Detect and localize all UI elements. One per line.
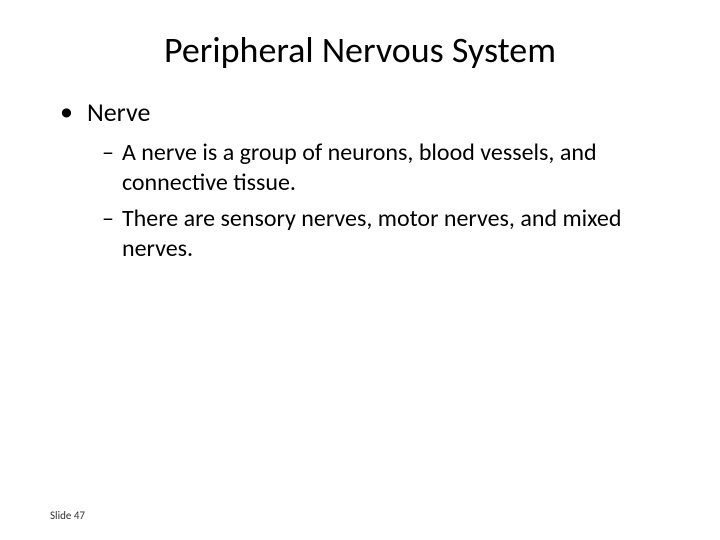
slide-number: Slide 47 (50, 509, 85, 522)
bullet-marker-l1: • (60, 96, 73, 127)
bullet-text-l1: Nerve (87, 96, 150, 128)
slide-container: Peripheral Nervous System • Nerve – A ne… (0, 0, 720, 540)
bullet-level-1: • Nerve (60, 96, 670, 128)
bullet-text-l2: There are sensory nerves, motor nerves, … (122, 204, 670, 264)
bullet-text-l2: A nerve is a group of neurons, blood ves… (122, 138, 670, 198)
bullet-level-2-group: – A nerve is a group of neurons, blood v… (60, 138, 670, 264)
slide-title: Peripheral Nervous System (50, 28, 670, 72)
bullet-level-2-item: – A nerve is a group of neurons, blood v… (102, 138, 670, 198)
slide-content: • Nerve – A nerve is a group of neurons,… (50, 96, 670, 264)
bullet-marker-l2: – (102, 204, 114, 234)
bullet-level-2-item: – There are sensory nerves, motor nerves… (102, 204, 670, 264)
bullet-marker-l2: – (102, 138, 114, 168)
